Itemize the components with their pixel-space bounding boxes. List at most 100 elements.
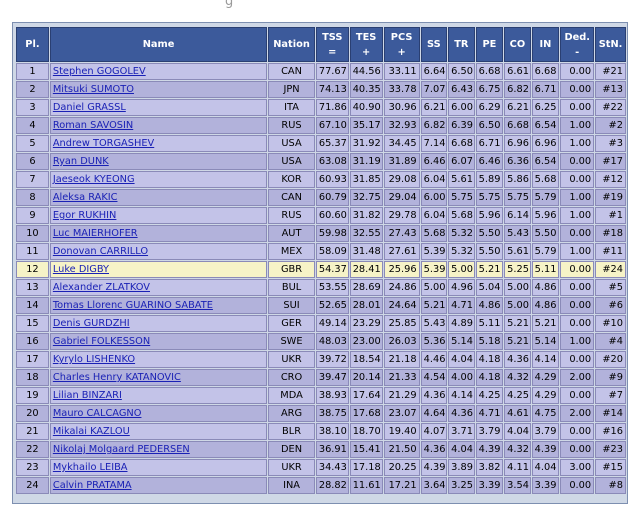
in-cell: 6.54: [531, 153, 560, 170]
skater-name-link[interactable]: Roman SAVOSIN: [52, 120, 134, 131]
ss-cell: 5.43: [420, 315, 448, 332]
col-header-co: CO: [504, 27, 531, 62]
pe-cell: 6.29: [475, 99, 504, 116]
skater-name-link[interactable]: Luc MAIERHOFER: [52, 228, 138, 239]
col-header-tes: TES +: [349, 27, 383, 62]
skater-name-cell: Egor RUKHIN: [49, 207, 268, 224]
co-cell: 4.11: [504, 459, 531, 476]
in-cell: 6.68: [531, 63, 560, 80]
skater-name-cell: Lilian BINZARI: [49, 387, 268, 404]
nation-cell: GBR: [268, 261, 315, 278]
nation-cell: RUS: [268, 207, 315, 224]
place-cell: 9: [16, 207, 49, 224]
place-cell: 22: [16, 441, 49, 458]
col-header-tr: TR: [448, 27, 475, 62]
skater-name-link[interactable]: Calvin PRATAMA: [52, 480, 132, 491]
skater-name-link[interactable]: Mykhailo LEIBA: [52, 462, 128, 473]
pe-cell: 5.50: [475, 225, 504, 242]
pcs-cell: 30.96: [383, 99, 420, 116]
pcs-cell: 27.61: [383, 243, 420, 260]
deductions-cell: 2.00: [560, 369, 595, 386]
skater-name-link[interactable]: Jaeseok KYEONG: [52, 174, 135, 185]
skater-name-cell: Tomas Llorenc GUARINO SABATE: [49, 297, 268, 314]
tr-cell: 4.71: [448, 297, 475, 314]
co-cell: 6.61: [504, 63, 531, 80]
co-cell: 6.14: [504, 207, 531, 224]
col-header-ss: SS: [420, 27, 448, 62]
skater-name-cell: Donovan CARRILLO: [49, 243, 268, 260]
table-row: 10 Luc MAIERHOFER AUT 59.98 32.55 27.43 5.68 5.…: [16, 225, 626, 242]
deductions-cell: 0.00: [560, 441, 595, 458]
skater-name-link[interactable]: Charles Henry KATANOVIC: [52, 372, 181, 383]
skater-name-link[interactable]: Stephen GOGOLEV: [52, 66, 146, 77]
co-cell: 5.21: [504, 315, 531, 332]
ss-cell: 6.04: [420, 207, 448, 224]
results-table: Pl. Name Nation TSS = TES + PCS + SS TR PE …: [15, 26, 627, 495]
ss-cell: 5.68: [420, 225, 448, 242]
pcs-cell: 20.25: [383, 459, 420, 476]
pe-cell: 5.11: [475, 315, 504, 332]
tes-cell: 28.69: [349, 279, 383, 296]
pcs-cell: 23.07: [383, 405, 420, 422]
pe-cell: 5.21: [475, 261, 504, 278]
place-cell: 10: [16, 225, 49, 242]
col-header-tss: TSS =: [315, 27, 349, 62]
pcs-cell: 25.96: [383, 261, 420, 278]
skater-name-link[interactable]: Andrew TORGASHEV: [52, 138, 155, 149]
skater-name-link[interactable]: Alexander ZLATKOV: [52, 282, 150, 293]
table-row: 6 Ryan DUNK USA 63.08 31.19 31.89 6.46 6.07 6.46…: [16, 153, 626, 170]
table-row: 14 Tomas Llorenc GUARINO SABATE SUI 52.65 28…: [16, 297, 626, 314]
tr-cell: 5.00: [448, 261, 475, 278]
skater-name-link[interactable]: Mikalai KAZLOU: [52, 426, 130, 437]
tss-cell: 60.60: [315, 207, 349, 224]
tss-cell: 63.08: [315, 153, 349, 170]
tr-cell: 5.32: [448, 243, 475, 260]
tss-cell: 59.98: [315, 225, 349, 242]
pcs-cell: 27.43: [383, 225, 420, 242]
start-number-cell: #23: [595, 441, 626, 458]
skater-name-link[interactable]: Mauro CALCAGNO: [52, 408, 142, 419]
in-cell: 5.68: [531, 171, 560, 188]
skater-name-link[interactable]: Kyrylo LISHENKO: [52, 354, 136, 365]
tss-cell: 38.75: [315, 405, 349, 422]
skater-name-link[interactable]: Ryan DUNK: [52, 156, 109, 167]
tes-cell: 32.75: [349, 189, 383, 206]
skater-name-link[interactable]: Nikolaj Molgaard PEDERSEN: [52, 444, 190, 455]
skater-name-link[interactable]: Luke DIGBY: [52, 264, 110, 275]
tes-cell: 40.35: [349, 81, 383, 98]
tr-cell: 6.50: [448, 63, 475, 80]
skater-name-link[interactable]: Egor RUKHIN: [52, 210, 117, 221]
skater-name-link[interactable]: Lilian BINZARI: [52, 390, 122, 401]
table-row: 3 Daniel GRASSL ITA 71.86 40.90 30.96 6.21 6.00…: [16, 99, 626, 116]
col-header-in: IN: [531, 27, 560, 62]
place-cell: 1: [16, 63, 49, 80]
pcs-cell: 29.78: [383, 207, 420, 224]
tr-cell: 4.04: [448, 351, 475, 368]
skater-name-cell: Alexander ZLATKOV: [49, 279, 268, 296]
skater-name-link[interactable]: Aleksa RAKIC: [52, 192, 118, 203]
skater-name-cell: Mykhailo LEIBA: [49, 459, 268, 476]
ss-cell: 4.07: [420, 423, 448, 440]
skater-name-link[interactable]: Daniel GRASSL: [52, 102, 126, 113]
tr-cell: 6.00: [448, 99, 475, 116]
col-header-pe: PE: [475, 27, 504, 62]
skater-name-link[interactable]: Donovan CARRILLO: [52, 246, 149, 257]
in-cell: 4.29: [531, 369, 560, 386]
nation-cell: ITA: [268, 99, 315, 116]
skater-name-link[interactable]: Tomas Llorenc GUARINO SABATE: [52, 300, 213, 311]
tes-cell: 11.61: [349, 477, 383, 494]
col-header-place: Pl.: [16, 27, 49, 62]
skater-name-link[interactable]: Gabriel FOLKESSON: [52, 336, 151, 347]
skater-name-link[interactable]: Denis GURDZHI: [52, 318, 130, 329]
pcs-cell: 21.33: [383, 369, 420, 386]
skater-name-cell: Calvin PRATAMA: [49, 477, 268, 494]
deductions-cell: 0.00: [560, 153, 595, 170]
pcs-cell: 33.11: [383, 63, 420, 80]
skater-name-link[interactable]: Mitsuki SUMOTO: [52, 84, 134, 95]
col-header-name: Name: [49, 27, 268, 62]
ss-cell: 5.00: [420, 279, 448, 296]
table-row: 20 Mauro CALCAGNO ARG 38.75 17.68 23.07 4.64 4.…: [16, 405, 626, 422]
start-number-cell: #3: [595, 135, 626, 152]
deductions-cell: 0.00: [560, 225, 595, 242]
in-cell: 3.39: [531, 477, 560, 494]
